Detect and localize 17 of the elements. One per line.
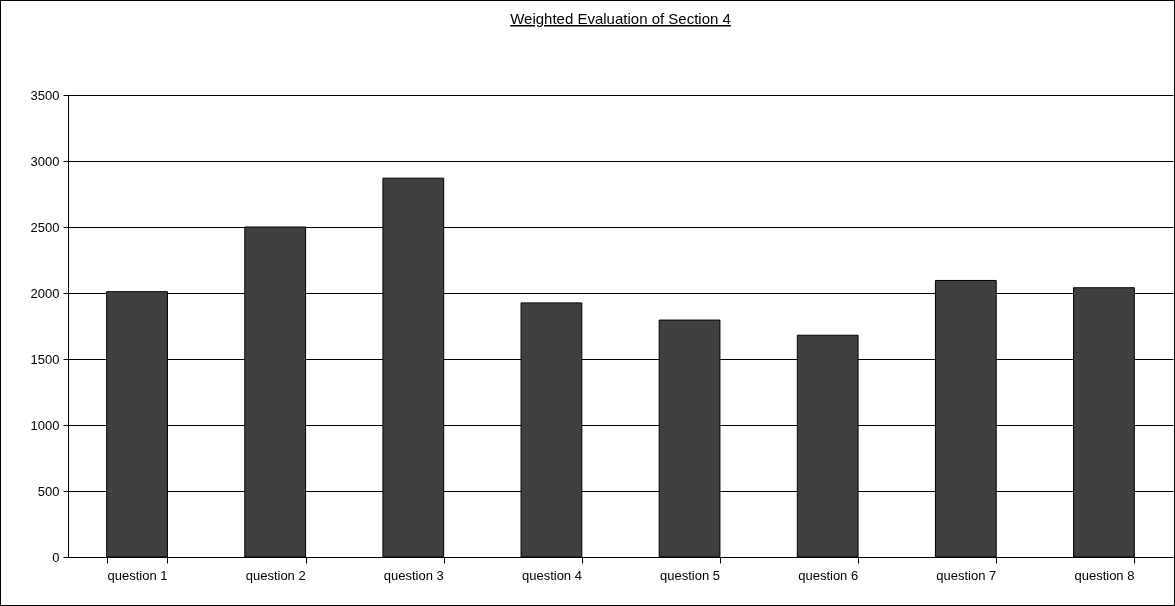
x-tick-label: question 6 xyxy=(798,567,859,583)
y-tick-label: 3500 xyxy=(30,87,60,103)
y-tick-label: 2500 xyxy=(30,219,60,235)
y-tick-label: 1000 xyxy=(30,417,60,433)
y-tick-label: 2000 xyxy=(30,285,60,301)
y-tick-label: 3000 xyxy=(30,153,60,169)
x-tick-label: question 3 xyxy=(383,567,444,583)
y-tick-label: 0 xyxy=(52,549,60,565)
x-tick-label: question 1 xyxy=(107,567,168,583)
x-tick-label: question 7 xyxy=(936,567,997,583)
y-tick-label: 1500 xyxy=(30,351,60,367)
y-tick-label: 500 xyxy=(37,483,60,499)
x-tick-label: question 4 xyxy=(521,567,582,583)
x-tick-label: question 2 xyxy=(245,567,306,583)
x-tick-label: question 8 xyxy=(1074,567,1135,583)
x-tick-label: question 5 xyxy=(660,567,721,583)
chart-title: Weighted Evaluation of Section 4 xyxy=(510,10,731,27)
